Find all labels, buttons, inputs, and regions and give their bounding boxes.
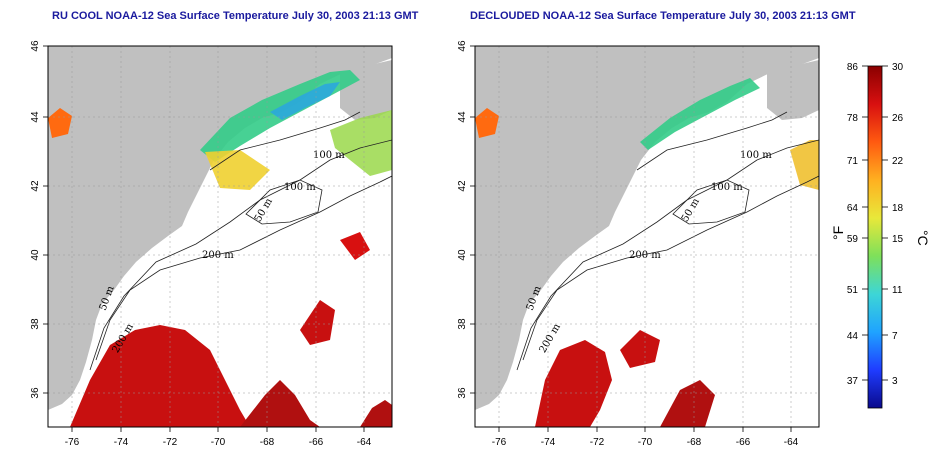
- right-map-title: DECLOUDED NOAA-12 Sea Surface Temperatur…: [470, 10, 856, 22]
- colorbar-fahrenheit-tick-label: 64: [847, 203, 859, 214]
- right-sst-orange-spot: [475, 108, 499, 138]
- right-y-tick-label: 36: [457, 387, 468, 399]
- left-x-tick-label: -72: [163, 437, 178, 448]
- right-contour-georges-bank: [672, 179, 750, 225]
- left-x-tick-label: -68: [260, 437, 275, 448]
- axis-ticks: -76 -74 -72 -70 -68 -66 -64 46 44 42 40 38 36 -76 -74 -…: [30, 40, 799, 448]
- colorbar-celsius-tick-label: 30: [892, 62, 904, 73]
- left-y-tick-label: 46: [30, 40, 41, 52]
- colorbar-celsius-tick-label: 26: [892, 113, 904, 124]
- right-contour-200m: [522, 175, 819, 361]
- colorbar-celsius-label: °C: [915, 230, 931, 246]
- right-y-tick-label: 38: [457, 318, 468, 330]
- left-sst-warm-east: [240, 380, 320, 427]
- right-x-tick-label: -72: [590, 437, 605, 448]
- right-contour-label-100m-b: 100 m: [711, 182, 743, 193]
- left-x-tick-label: -76: [65, 437, 80, 448]
- left-contour-georges-bank: [245, 179, 323, 225]
- left-contour-label-100m-b: 100 m: [284, 182, 316, 193]
- left-map-panel: 100 m 100 m 50 m 200 m 50 m 200 m: [47, 45, 393, 428]
- left-y-tick-label: 44: [30, 111, 41, 123]
- left-sst-warm-patch-mid: [300, 300, 335, 345]
- right-contour-label-100m-a: 100 m: [740, 150, 772, 161]
- colorbar-fahrenheit-tick-label: 51: [847, 285, 859, 296]
- colorbar-celsius-tick-label: 3: [892, 376, 898, 387]
- right-map-panel: 100 m 100 m 50 m 200 m 50 m 200 m: [474, 45, 820, 428]
- right-y-tick-label: 44: [457, 111, 468, 123]
- right-sst-yellow-east: [790, 140, 819, 190]
- colorbar-scale: [867, 65, 883, 409]
- left-x-tick-label: -74: [114, 437, 129, 448]
- left-y-tick-label: 36: [30, 387, 41, 399]
- colorbar-fahrenheit-tick-label: 71: [847, 156, 859, 167]
- colorbar-ticks: 86 78 71 64 59 51 44 37 30 26 22 18 15 11 7 3: [847, 62, 904, 387]
- left-contour-gulf-maine: [209, 111, 361, 171]
- right-sst-cool-band: [640, 78, 760, 150]
- right-x-tick-label: -74: [541, 437, 556, 448]
- right-map-land: [475, 46, 819, 410]
- left-sst-warm-far-east: [360, 400, 392, 427]
- right-x-tick-label: -68: [687, 437, 702, 448]
- colorbar-fahrenheit-tick-label: 59: [847, 234, 859, 245]
- colorbar-celsius-tick-label: 18: [892, 203, 904, 214]
- right-y-tick-label: 40: [457, 249, 468, 261]
- colorbar-fahrenheit-tick-label: 86: [847, 62, 859, 73]
- right-contour-gulf-maine: [636, 111, 788, 171]
- colorbar-fahrenheit-tick-label: 44: [847, 331, 859, 342]
- right-y-tick-label: 42: [457, 180, 468, 192]
- colorbar: 86 78 71 64 59 51 44 37 30 26 22 18 15 11 7 3 °F °C: [830, 62, 931, 409]
- left-sst-orange-spot: [48, 108, 72, 138]
- right-map-frame: [474, 45, 820, 428]
- left-map-frame: [47, 45, 393, 428]
- colorbar-celsius-tick-label: 11: [892, 285, 903, 296]
- left-map-grid: [48, 46, 392, 427]
- right-map-nova-scotia: [767, 60, 819, 120]
- left-map-title: RU COOL NOAA-12 Sea Surface Temperature …: [52, 10, 419, 22]
- right-x-tick-label: -76: [492, 437, 507, 448]
- right-sst-warm-mid: [620, 330, 660, 368]
- colorbar-fahrenheit-tick-label: 78: [847, 113, 859, 124]
- left-sst-yellow-patch: [205, 150, 270, 190]
- left-sst-warm-south: [70, 325, 250, 427]
- left-map-land: [48, 46, 392, 410]
- left-x-tick-label: -66: [309, 437, 324, 448]
- right-x-tick-label: -66: [736, 437, 751, 448]
- right-sst-warm-southeast: [660, 380, 715, 427]
- right-x-tick-label: -70: [638, 437, 653, 448]
- right-contour-label-200m-a: 200 m: [629, 250, 661, 261]
- right-x-tick-label: -64: [784, 437, 799, 448]
- left-sst-scatter-east: [330, 110, 392, 176]
- right-map-grid: [475, 46, 819, 427]
- left-contour-200m: [95, 175, 392, 361]
- colorbar-celsius-tick-label: 7: [892, 331, 898, 342]
- colorbar-fahrenheit-label: °F: [830, 226, 846, 240]
- colorbar-fahrenheit-tick-label: 37: [847, 376, 859, 387]
- left-contour-label-100m-a: 100 m: [313, 150, 345, 161]
- left-y-tick-label: 38: [30, 318, 41, 330]
- left-x-tick-label: -70: [211, 437, 226, 448]
- left-contour-100m: [89, 139, 392, 371]
- left-sst-red-east-mid: [340, 232, 370, 260]
- left-x-tick-label: -64: [357, 437, 372, 448]
- colorbar-celsius-tick-label: 15: [892, 234, 904, 245]
- right-sst-warm-south: [535, 340, 612, 427]
- left-sst-cool-band-blue: [270, 82, 340, 120]
- left-contour-label-200m-a: 200 m: [202, 250, 234, 261]
- right-contour-100m: [516, 139, 819, 371]
- left-y-tick-label: 42: [30, 180, 41, 192]
- left-y-tick-label: 40: [30, 249, 41, 261]
- colorbar-celsius-tick-label: 22: [892, 156, 904, 167]
- right-y-tick-label: 46: [457, 40, 468, 52]
